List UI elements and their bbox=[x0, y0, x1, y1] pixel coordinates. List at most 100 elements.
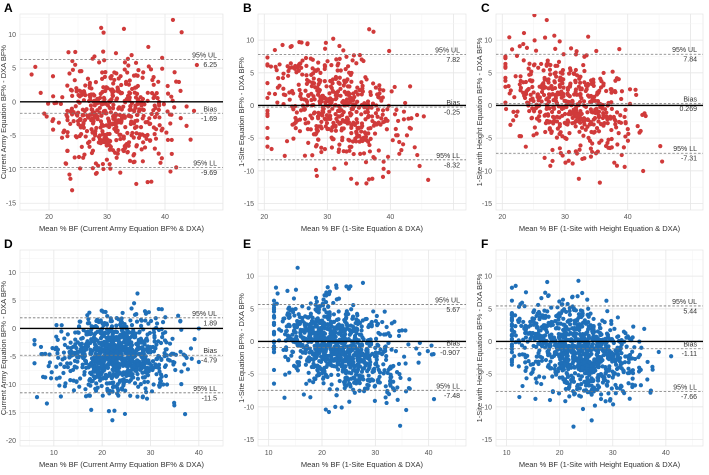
data-point bbox=[93, 171, 99, 176]
data-point bbox=[590, 337, 595, 342]
data-point bbox=[119, 116, 124, 121]
bias-label: Bias bbox=[446, 340, 460, 347]
data-point bbox=[327, 387, 332, 392]
data-point bbox=[548, 72, 553, 77]
data-point bbox=[554, 101, 560, 106]
lower-label: 95% LL bbox=[436, 153, 460, 160]
data-point bbox=[572, 354, 577, 359]
data-point bbox=[353, 350, 358, 355]
data-point bbox=[595, 149, 600, 154]
data-point bbox=[88, 95, 93, 100]
data-point bbox=[50, 346, 55, 351]
data-point bbox=[532, 38, 537, 43]
data-point bbox=[570, 375, 575, 380]
data-point bbox=[401, 109, 407, 114]
x-tick-label: 10 bbox=[50, 450, 58, 457]
x-tick-label: 30 bbox=[147, 450, 155, 457]
data-point bbox=[352, 94, 357, 100]
data-point bbox=[503, 106, 509, 112]
data-point bbox=[315, 352, 320, 357]
data-point bbox=[403, 328, 408, 333]
data-point bbox=[549, 305, 554, 310]
data-point bbox=[145, 372, 150, 377]
data-point bbox=[622, 164, 627, 169]
data-point bbox=[551, 353, 557, 358]
y-tick-label: 5 bbox=[488, 70, 492, 77]
data-point bbox=[72, 155, 77, 160]
panel-letter: E bbox=[243, 237, 251, 251]
data-point bbox=[349, 131, 354, 136]
data-point bbox=[523, 368, 528, 373]
data-point bbox=[592, 387, 598, 392]
data-point bbox=[312, 97, 317, 102]
data-point bbox=[138, 125, 144, 130]
data-point bbox=[165, 83, 170, 89]
y-tick-label: -10 bbox=[482, 404, 492, 411]
data-point bbox=[29, 72, 34, 77]
data-point bbox=[355, 363, 360, 369]
data-point bbox=[548, 323, 553, 328]
data-point bbox=[110, 340, 115, 346]
data-point bbox=[577, 312, 582, 317]
data-point bbox=[359, 125, 364, 130]
lower-label: 95% LL bbox=[673, 385, 697, 392]
data-point bbox=[367, 365, 372, 370]
data-point bbox=[306, 306, 311, 311]
data-point bbox=[114, 367, 120, 372]
data-point bbox=[559, 89, 564, 94]
data-point bbox=[345, 348, 351, 353]
data-point bbox=[65, 332, 70, 337]
data-point bbox=[616, 334, 621, 339]
data-point bbox=[548, 359, 553, 364]
data-point bbox=[557, 39, 562, 44]
data-point bbox=[357, 381, 362, 386]
data-point bbox=[104, 85, 109, 90]
data-point bbox=[582, 318, 587, 323]
data-point bbox=[265, 108, 270, 113]
data-point bbox=[347, 399, 352, 404]
data-point bbox=[87, 393, 92, 398]
data-point bbox=[607, 364, 612, 369]
data-point bbox=[298, 319, 303, 324]
data-point bbox=[412, 145, 417, 150]
data-point bbox=[513, 283, 518, 288]
data-point bbox=[135, 394, 140, 399]
data-point bbox=[373, 350, 378, 355]
data-point bbox=[336, 61, 341, 66]
data-point bbox=[376, 148, 381, 153]
data-point bbox=[151, 382, 156, 387]
data-point bbox=[336, 114, 341, 119]
data-point bbox=[302, 97, 307, 102]
data-point bbox=[519, 323, 524, 328]
data-point bbox=[179, 30, 184, 35]
data-point bbox=[61, 370, 66, 376]
data-point bbox=[567, 312, 572, 317]
data-point bbox=[615, 352, 621, 358]
data-point bbox=[143, 318, 148, 323]
data-point bbox=[357, 332, 362, 337]
data-point bbox=[564, 326, 569, 331]
data-point bbox=[615, 315, 620, 320]
data-point bbox=[119, 107, 124, 112]
data-point bbox=[374, 354, 379, 359]
data-point bbox=[128, 91, 133, 96]
data-point bbox=[526, 66, 531, 71]
data-point bbox=[299, 65, 304, 70]
upper-value: 7.82 bbox=[446, 57, 460, 64]
data-point bbox=[602, 375, 607, 380]
data-point bbox=[586, 117, 591, 123]
data-point bbox=[152, 103, 157, 108]
data-point bbox=[381, 120, 386, 125]
data-point bbox=[274, 301, 279, 306]
data-point bbox=[307, 378, 312, 383]
data-point bbox=[67, 349, 72, 355]
data-point bbox=[324, 310, 329, 315]
data-point bbox=[306, 370, 311, 375]
data-point bbox=[336, 296, 342, 301]
bias-value: -0.907 bbox=[440, 350, 460, 357]
data-point bbox=[282, 395, 287, 400]
data-point bbox=[303, 55, 309, 61]
data-point bbox=[537, 374, 542, 379]
data-point bbox=[374, 313, 379, 319]
